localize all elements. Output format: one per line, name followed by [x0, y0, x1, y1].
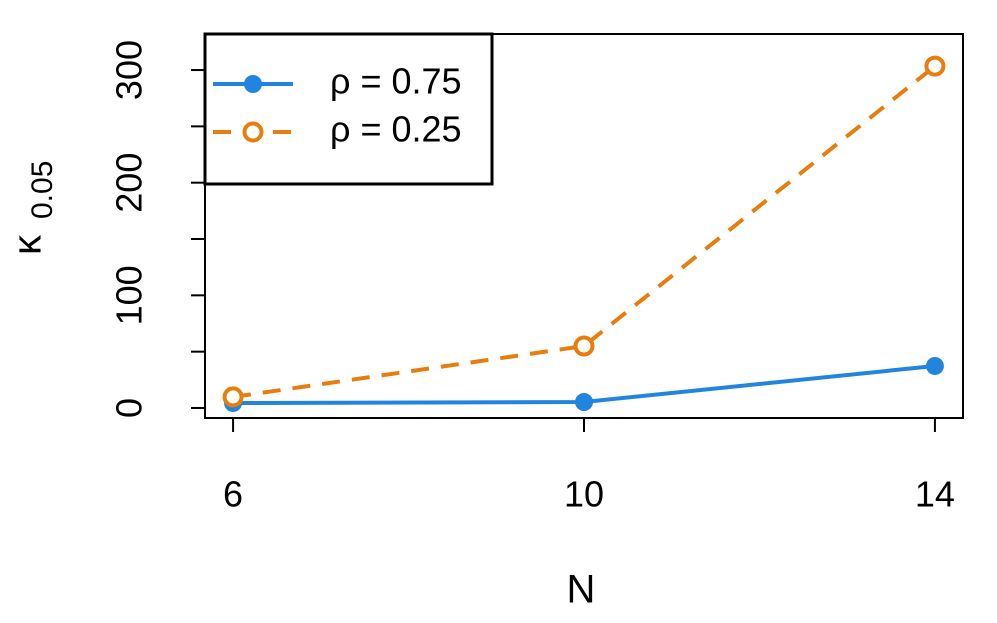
- legend-label: ρ = 0.25: [330, 109, 462, 150]
- y-axis-label-group: κ 0.05: [6, 161, 59, 255]
- y-axis-label-subscript: 0.05: [26, 161, 59, 219]
- y-axis-label: κ: [6, 234, 50, 255]
- x-tick-label: 6: [223, 474, 243, 515]
- legend-marker: [244, 75, 262, 93]
- x-tick-label: 14: [915, 474, 955, 515]
- x-axis-label: N: [567, 568, 596, 612]
- series-marker: [573, 335, 595, 357]
- y-tick-label: 300: [109, 40, 150, 100]
- series-marker: [924, 55, 946, 77]
- series-marker: [222, 386, 244, 408]
- series-marker: [575, 393, 593, 412]
- series-marker: [925, 356, 944, 375]
- x-tick-label: 10: [564, 474, 604, 515]
- legend-box: [203, 32, 494, 186]
- legend-label: ρ = 0.75: [330, 61, 462, 102]
- y-tick-label: 100: [109, 265, 150, 325]
- y-tick-label: 200: [109, 153, 150, 213]
- y-tick-label: 0: [109, 398, 150, 418]
- legend-marker: [242, 121, 264, 143]
